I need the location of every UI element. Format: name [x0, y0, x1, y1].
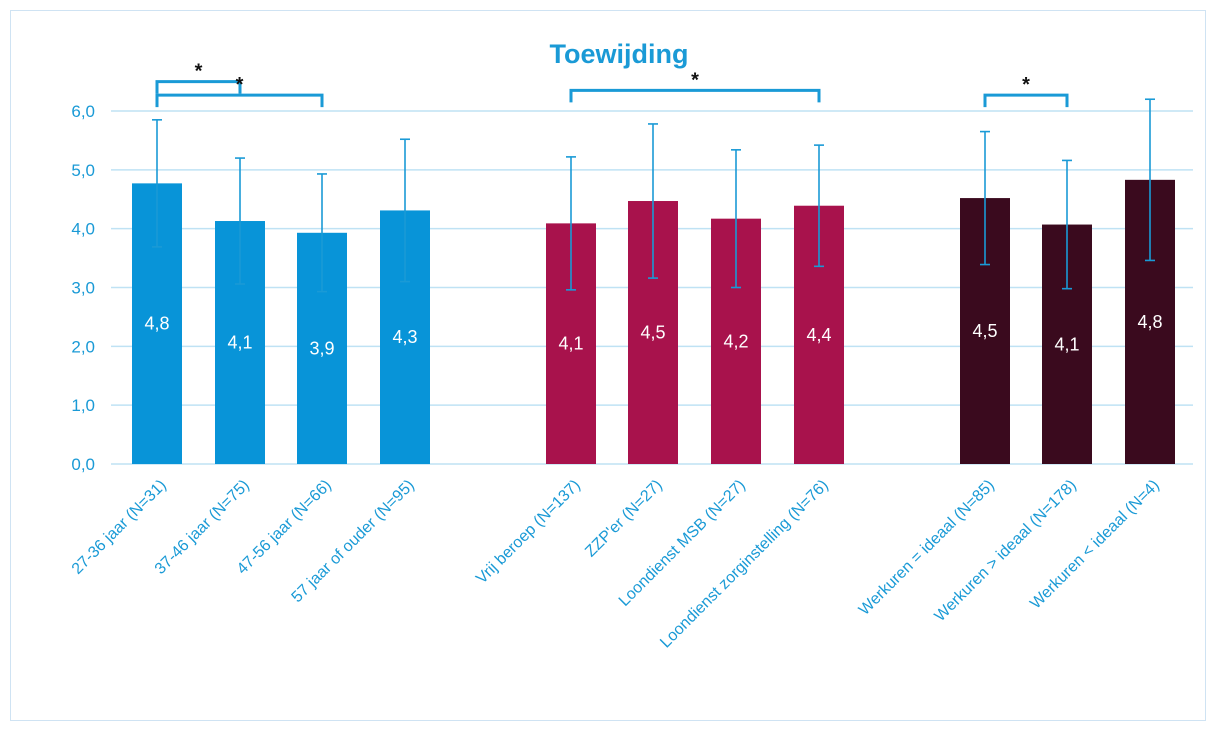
value-label: 4,3 — [392, 327, 417, 347]
y-tick-label: 3,0 — [71, 279, 95, 298]
y-tick-label: 1,0 — [71, 396, 95, 415]
category-label: Loondienst zorginstelling (N=76) — [657, 477, 832, 652]
significance-bracket — [155, 80, 242, 94]
error-bars — [152, 98, 1155, 293]
value-label: 3,9 — [309, 338, 334, 358]
value-label: 4,2 — [723, 331, 748, 351]
y-tick-label: 4,0 — [71, 220, 95, 239]
category-label: Werkuren = ideaal (N=85) — [856, 477, 998, 619]
significance-star: * — [236, 74, 244, 96]
significance-bracket — [155, 93, 324, 108]
y-tick-label: 0,0 — [71, 455, 95, 474]
value-labels: 4,8 4,1 3,9 4,3 4,1 4,5 4,2 4,4 4,5 4,1 4,8 — [144, 312, 1162, 358]
significance-star: * — [691, 69, 699, 91]
value-label: 4,5 — [972, 321, 997, 341]
y-axis-ticks: 0,0 1,0 2,0 3,0 4,0 5,0 6,0 — [71, 102, 95, 474]
value-label: 4,1 — [227, 333, 252, 353]
chart-title: Toewijding — [550, 39, 689, 69]
category-label: Vrij beroep (N=137) — [473, 477, 584, 588]
significance-brackets: * * * * — [155, 61, 1069, 108]
value-label: 4,8 — [144, 314, 169, 334]
significance-bracket — [983, 93, 1069, 108]
category-labels: 27-36 jaar (N=31)37-46 jaar (N=75)47-56 … — [69, 477, 1163, 652]
significance-bracket — [569, 88, 821, 103]
y-tick-label: 6,0 — [71, 102, 95, 121]
y-tick-label: 2,0 — [71, 337, 95, 356]
value-label: 4,8 — [1137, 312, 1162, 332]
significance-star: * — [195, 61, 203, 83]
category-label: ZZP'er (N=27) — [582, 477, 666, 561]
y-tick-label: 5,0 — [71, 161, 95, 180]
value-label: 4,5 — [640, 323, 665, 343]
significance-star: * — [1022, 74, 1030, 96]
value-label: 4,1 — [558, 334, 583, 354]
chart-frame: 0,0 1,0 2,0 3,0 4,0 5,0 6,0 4,8 4,1 3,9 4,3 4,1 4,5… — [10, 10, 1206, 721]
value-label: 4,4 — [806, 325, 831, 345]
chart: 0,0 1,0 2,0 3,0 4,0 5,0 6,0 4,8 4,1 3,9 4,3 4,1 4,5… — [69, 39, 1193, 652]
value-label: 4,1 — [1054, 334, 1079, 354]
category-label: Werkuren > ideaal (N=178) — [932, 477, 1080, 625]
